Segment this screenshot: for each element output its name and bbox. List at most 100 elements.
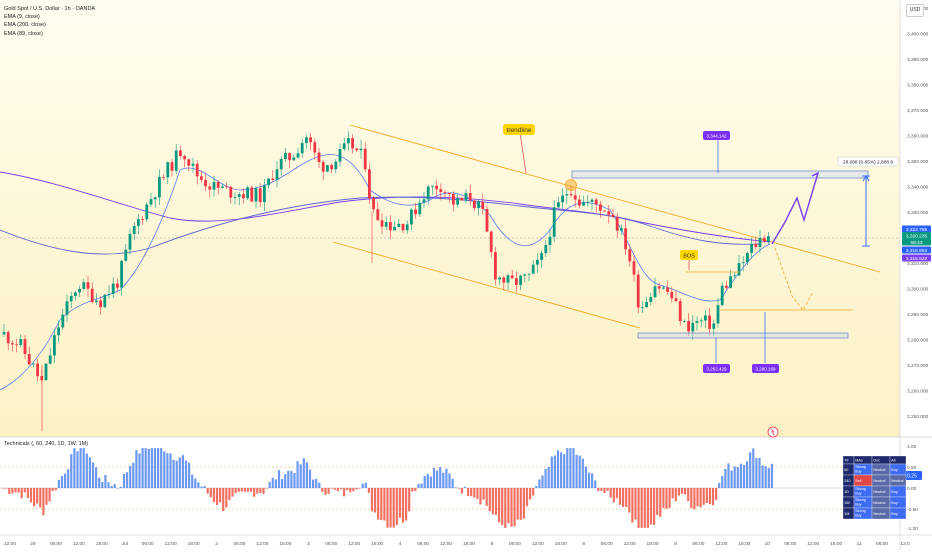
hist-bar-down xyxy=(634,488,637,520)
hist-bar-up xyxy=(429,476,432,488)
time-tick-label: 18:00 xyxy=(647,541,659,547)
hist-bar-up xyxy=(296,461,299,488)
hist-bar-down xyxy=(324,488,327,495)
hist-bar-down xyxy=(476,488,479,499)
hist-bar-up xyxy=(290,471,293,488)
hist-bar-up xyxy=(157,448,160,488)
time-tick-label: 18:00 xyxy=(371,541,383,547)
table-cell-text: Neutral xyxy=(873,512,885,516)
candle-down xyxy=(678,301,682,322)
candle-up xyxy=(557,202,560,208)
time-tick-label: 18:00 xyxy=(555,541,567,547)
flag-icon[interactable] xyxy=(767,426,779,438)
hist-bar-down xyxy=(231,488,234,497)
candle-up xyxy=(464,193,468,201)
candle-up xyxy=(720,285,724,306)
table-cell-text: Strong xyxy=(855,509,866,513)
symbol-title[interactable]: Gold Spot / U.S. Dollar · 1h · OANDA xyxy=(4,6,96,12)
time-tick-label: 11 xyxy=(857,541,862,547)
hist-bar-down xyxy=(516,488,519,520)
hist-bar-down xyxy=(513,488,516,527)
hist-bar-up xyxy=(560,452,563,488)
hist-bar-down xyxy=(339,488,343,490)
candle-up xyxy=(683,320,686,322)
candle-up xyxy=(19,339,23,345)
hist-bar-down xyxy=(615,488,618,499)
price-tick-label: 3,300.000 xyxy=(907,287,929,293)
time-tick-label: 06:00 xyxy=(142,541,154,547)
candle-up xyxy=(158,176,161,198)
price-badge-label: 3,320.235 xyxy=(906,233,928,239)
indicator-ema9-label[interactable]: EMA (9, close) xyxy=(4,14,40,21)
hist-bar-up xyxy=(122,474,126,488)
table-cell-text: All xyxy=(891,459,895,463)
price-tick-label: 3,310.000 xyxy=(907,261,929,267)
candle-up xyxy=(65,301,69,315)
candle-up xyxy=(620,228,623,231)
hist-bar-down xyxy=(262,488,265,494)
hist-bar-down xyxy=(705,488,708,503)
hist-bar-down xyxy=(355,488,358,490)
candle-down xyxy=(162,176,165,178)
hist-bar-down xyxy=(485,488,488,506)
hist-bar-down xyxy=(640,488,643,528)
price-tick-label: 3,260.000 xyxy=(907,389,929,395)
hist-bar-up xyxy=(550,456,553,488)
candle-down xyxy=(687,320,690,332)
hist-bar-up xyxy=(135,450,138,488)
level-high-label: 3,344.142 xyxy=(706,134,727,139)
hist-bar-down xyxy=(606,488,609,491)
candle-down xyxy=(170,162,174,171)
price-tick-label: 3,360.000 xyxy=(907,134,929,140)
table-cell-text: Buy xyxy=(855,503,861,507)
hist-bar-down xyxy=(653,488,656,525)
candle-up xyxy=(582,201,585,206)
hist-bar-up xyxy=(271,477,274,488)
hist-bar-up xyxy=(584,466,587,488)
candle-down xyxy=(632,261,636,275)
hist-bar-up xyxy=(544,468,547,488)
table-cell-text: Strong xyxy=(855,465,866,469)
indicator-ema89-label[interactable]: EMA (89, close) xyxy=(4,30,43,37)
candle-down xyxy=(23,339,27,355)
time-tick-label: 3 xyxy=(307,541,310,547)
candle-up xyxy=(103,294,107,308)
technicals-histogram xyxy=(2,448,773,528)
price-badge xyxy=(902,254,931,262)
hist-bar-down xyxy=(659,488,662,517)
hist-bar-up xyxy=(761,465,764,488)
price-axis: 3,410.0003,400.0003,390.0003,380.0003,37… xyxy=(907,6,929,420)
technicals-title[interactable]: Technicals (, 60, 240, 1D, 1W, 1M) xyxy=(4,441,89,447)
candle-up xyxy=(477,201,480,208)
hist-bar-down xyxy=(330,488,333,489)
hist-bar-up xyxy=(454,487,457,488)
hist-bar-down xyxy=(349,488,352,493)
projection-path xyxy=(771,172,819,245)
candle-up xyxy=(95,300,98,303)
candle-down xyxy=(368,169,371,199)
candle-down xyxy=(481,201,485,210)
candle-up xyxy=(767,236,770,242)
hist-bar-up xyxy=(91,462,95,488)
hist-bar-up xyxy=(538,479,541,488)
time-tick-label: 12:0 xyxy=(900,541,910,547)
hist-bar-up xyxy=(194,478,197,488)
time-tick-label: 06:00 xyxy=(876,541,888,547)
hist-bar-down xyxy=(327,488,330,494)
hist-bar-down xyxy=(467,488,470,496)
currency-button[interactable]: USD xyxy=(906,4,924,17)
candle-down xyxy=(485,209,489,232)
indicator-ema200-label[interactable]: EMA (200, close) xyxy=(4,22,46,29)
candle-down xyxy=(351,138,354,149)
candle-up xyxy=(267,178,270,186)
hist-bar-down xyxy=(684,488,687,495)
candle-up xyxy=(733,275,737,277)
hist-bar-up xyxy=(287,470,290,488)
candle-up xyxy=(741,262,745,264)
hist-bar-up xyxy=(172,459,175,488)
candle-up xyxy=(57,327,60,336)
hist-bar-down xyxy=(26,488,29,499)
hist-bar-down xyxy=(358,488,361,489)
hist-bar-down xyxy=(643,488,646,528)
